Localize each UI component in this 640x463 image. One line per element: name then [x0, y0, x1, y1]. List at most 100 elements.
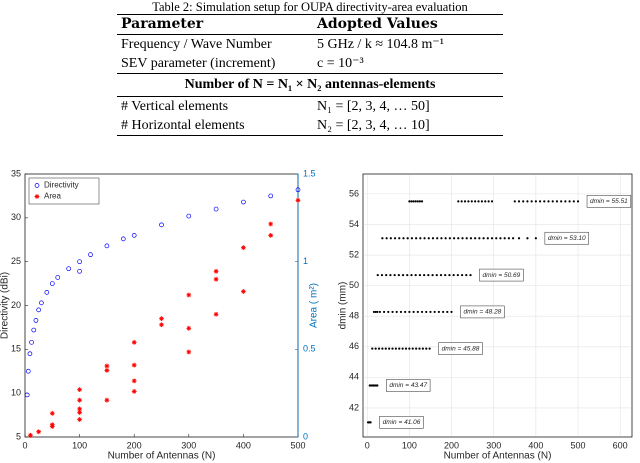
star-marker: [241, 245, 246, 251]
table-row: Frequency / Wave Number 5 GHz / k ≈ 104.…: [117, 35, 503, 54]
star-marker: [28, 432, 33, 438]
x-tick-label: 300: [486, 440, 501, 450]
star-marker: [49, 422, 55, 428]
dot: [452, 237, 456, 240]
annotation: dmin = 41.06: [383, 419, 421, 426]
dot: [490, 237, 494, 240]
dot: [402, 237, 405, 240]
dot: [444, 237, 447, 240]
dot: [420, 310, 424, 314]
dot: [486, 237, 489, 240]
y2-tick-label: 0.5: [303, 344, 316, 354]
dot: [555, 200, 559, 203]
dot: [388, 347, 391, 350]
dot: [410, 200, 413, 203]
dot: [418, 347, 421, 350]
circle-marker: [49, 281, 55, 286]
dot: [419, 237, 422, 240]
star-marker: [104, 367, 110, 373]
x-axis-label: Number of Antennas (N): [444, 451, 552, 462]
dot: [427, 237, 430, 240]
dot: [387, 310, 390, 314]
annotation-box: [460, 305, 505, 319]
x-tick-label: 100: [402, 440, 417, 450]
star-marker: [131, 378, 137, 384]
dot: [381, 237, 384, 240]
dot: [397, 273, 400, 277]
circle-marker: [36, 307, 42, 313]
x-tick-label: 600: [613, 440, 628, 450]
dot: [435, 273, 438, 277]
dot: [448, 237, 451, 240]
dot: [421, 347, 424, 350]
dot: [526, 237, 529, 240]
star-marker: [186, 325, 192, 331]
dot: [431, 273, 434, 277]
dot: [526, 200, 529, 203]
dot: [469, 237, 473, 240]
dot: [410, 237, 414, 240]
dot: [401, 347, 404, 350]
table: Table 2: Simulation setup for OUPA direc…: [117, 0, 503, 136]
circle-marker: [44, 290, 50, 295]
dot: [394, 347, 397, 350]
circle-marker: [159, 222, 164, 228]
legend-marker: [34, 194, 40, 199]
dot: [404, 310, 407, 314]
dot: [460, 273, 464, 277]
y2-axis-label: Area ( m²): [309, 283, 320, 328]
dot: [391, 310, 394, 314]
cell: N₂ = [2, 3, 4, … 10]: [317, 118, 430, 133]
dot: [398, 347, 401, 350]
dot: [429, 310, 432, 314]
dot: [389, 273, 392, 277]
legend-box: [28, 177, 100, 205]
circle-marker: [120, 236, 126, 242]
y-tick-label: 44: [349, 372, 359, 382]
dot: [393, 237, 397, 240]
dot: [495, 237, 498, 240]
x-tick-label: 500: [571, 440, 586, 450]
dot: [446, 310, 449, 314]
circle-marker: [241, 199, 246, 205]
dot: [418, 200, 422, 203]
dot: [439, 273, 443, 277]
y-tick-label: 56: [349, 188, 359, 198]
circle-marker: [31, 327, 37, 333]
dot: [465, 237, 468, 240]
star-marker: [77, 410, 82, 415]
dot: [461, 237, 464, 240]
y-tick-label: 20: [11, 300, 21, 310]
dot: [484, 200, 487, 203]
cell: # Vertical elements: [121, 99, 229, 114]
dot: [384, 347, 387, 350]
dot: [543, 200, 546, 203]
star-marker: [131, 389, 137, 394]
dot: [381, 347, 384, 350]
dot: [408, 347, 411, 350]
dot: [389, 237, 392, 240]
y2-tick-label: 1.5: [303, 168, 316, 178]
dot: [478, 237, 481, 240]
dot: [457, 200, 460, 203]
dot: [513, 200, 516, 203]
star-marker: [104, 397, 110, 403]
dot: [395, 310, 398, 314]
dot: [452, 273, 455, 277]
y-tick-label: 10: [11, 388, 21, 398]
table-header: Parameter Adopted Values: [117, 14, 503, 35]
star-marker: [131, 339, 137, 345]
dot: [538, 200, 542, 203]
dot: [414, 273, 417, 277]
dot: [401, 273, 405, 277]
table-subheader: Number of N = N₁ × N₂ antennas-elements: [117, 73, 503, 97]
dot: [467, 200, 470, 203]
dot: [377, 347, 381, 350]
header-cell: Parameter: [121, 16, 204, 32]
circle-marker: [104, 243, 110, 249]
y-tick-label: 48: [349, 311, 359, 321]
dot: [412, 200, 415, 203]
dot: [376, 310, 379, 314]
y2-tick-label: 0: [303, 431, 308, 441]
